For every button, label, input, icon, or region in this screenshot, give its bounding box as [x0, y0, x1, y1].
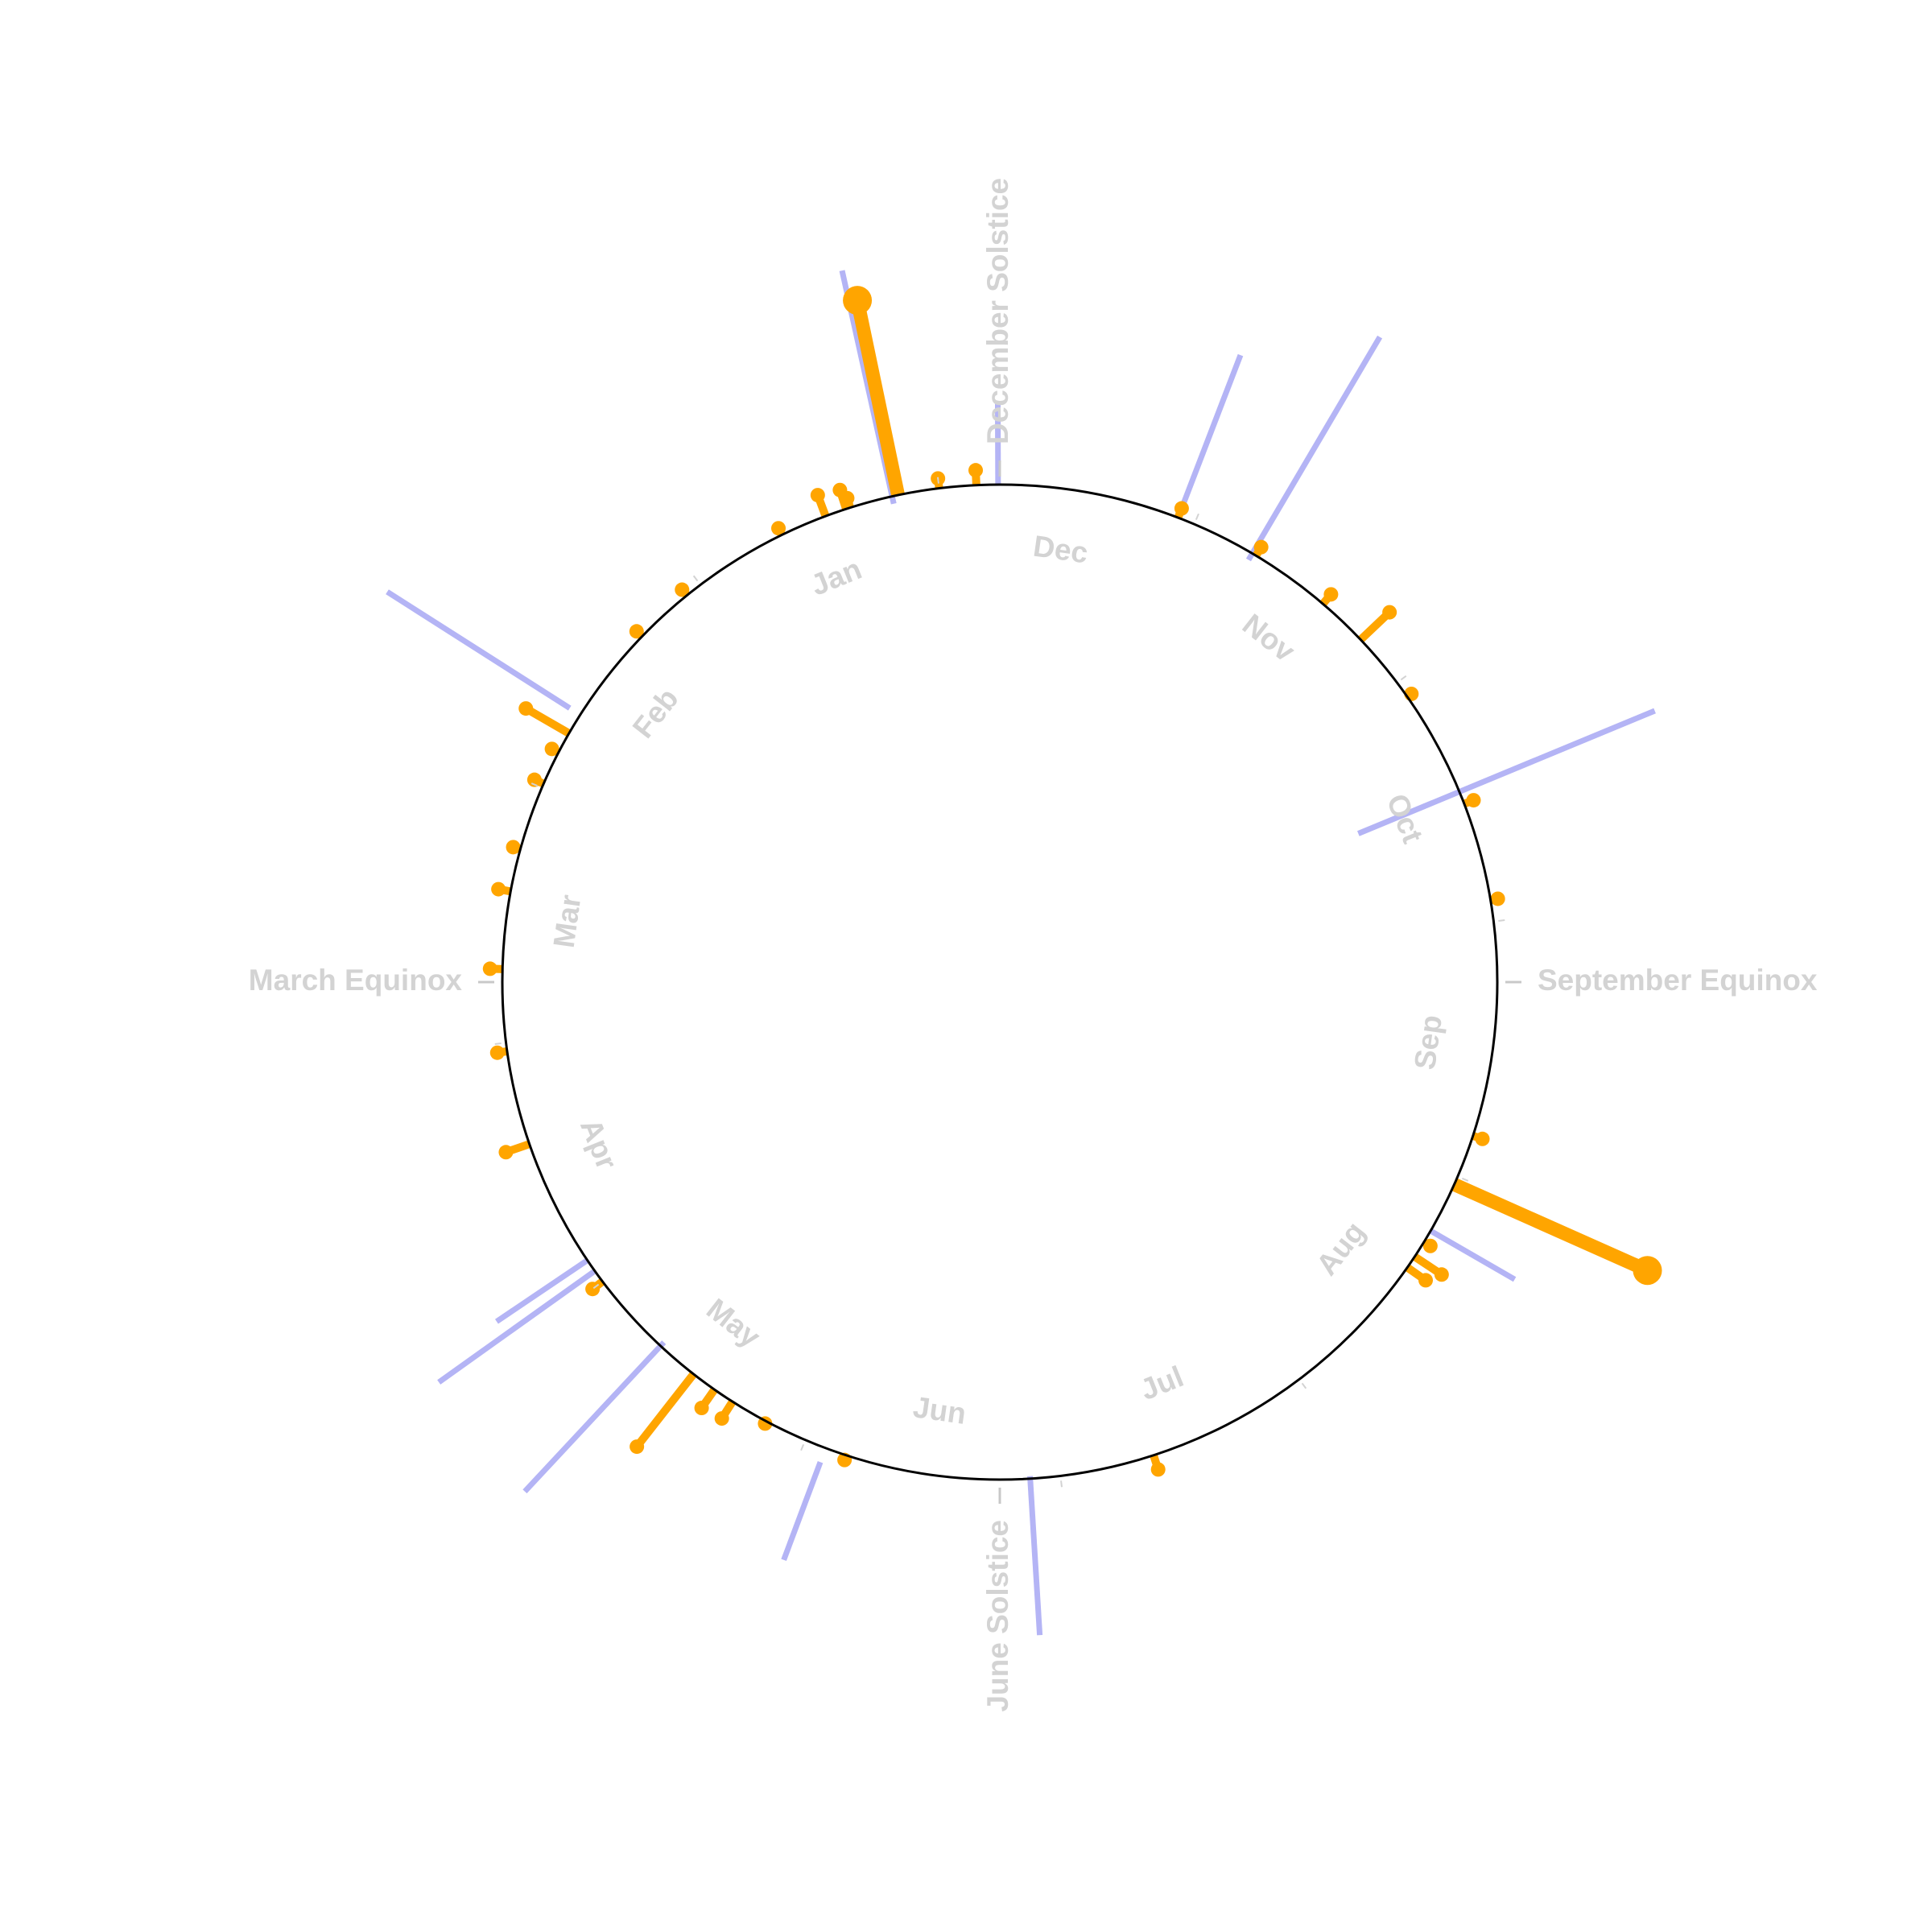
- event-dot-2: [843, 286, 873, 316]
- event-dot-13: [491, 881, 506, 897]
- event-dot-8: [629, 624, 644, 639]
- event-dot-24: [1418, 1273, 1434, 1288]
- event-dot-28: [1475, 1131, 1490, 1146]
- blue-line-6: [781, 1461, 824, 1562]
- event-dot-7: [675, 582, 690, 597]
- month-label-jun: Jun: [911, 1390, 968, 1430]
- season-label-1: March Equinox: [249, 964, 463, 997]
- event-dot-33: [1323, 587, 1339, 602]
- month-tick-4: [592, 1283, 600, 1290]
- blue-line-4: [437, 1269, 597, 1385]
- season-label-0: December Solstice: [981, 178, 1014, 444]
- blue-line-2: [386, 589, 572, 711]
- month-label-feb: Feb: [626, 682, 685, 744]
- month-label-mar: Mar: [547, 893, 588, 950]
- tick-layer: [478, 460, 1521, 1504]
- event-dot-5: [810, 488, 825, 503]
- event-dot-19: [694, 1401, 709, 1416]
- event-dot-26: [1422, 1238, 1438, 1253]
- event-dot-9: [518, 701, 534, 716]
- season-label-3: September Equinox: [1538, 964, 1818, 997]
- event-dot-27: [1633, 1256, 1662, 1286]
- month-label-oct: Oct: [1381, 789, 1430, 848]
- month-tick-10: [1400, 675, 1407, 681]
- season-label-2: June Solstice: [981, 1520, 1014, 1712]
- event-dot-4: [832, 482, 848, 497]
- event-dot-34: [1253, 539, 1269, 555]
- month-tick-2: [530, 782, 538, 787]
- event-stem-2: [850, 299, 905, 497]
- month-label-dec: Dec: [1031, 530, 1090, 570]
- event-layer: [482, 286, 1662, 1477]
- blue-line-layer: [386, 270, 1656, 1636]
- month-label-jan: Jan: [806, 552, 865, 602]
- event-stem-27: [1451, 1178, 1650, 1277]
- month-tick-6: [1060, 1480, 1063, 1488]
- event-dot-20: [714, 1411, 729, 1426]
- month-tick-8: [1462, 1177, 1469, 1182]
- event-dot-23: [1150, 1462, 1166, 1477]
- month-tick-5: [800, 1444, 805, 1451]
- event-dot-12: [506, 840, 521, 855]
- circle-layer: [501, 483, 1499, 1481]
- month-label-nov: Nov: [1236, 608, 1302, 669]
- month-tick-7: [1301, 1382, 1307, 1389]
- month-label-sep: Sep: [1408, 1013, 1448, 1071]
- event-dot-32: [1382, 605, 1397, 620]
- blue-line-9: [1429, 1228, 1517, 1282]
- event-dot-16: [498, 1145, 514, 1160]
- month-label-jul: Jul: [1136, 1360, 1188, 1406]
- month-tick-9: [1498, 919, 1505, 922]
- event-dot-35: [1174, 501, 1189, 516]
- event-stem-9: [523, 704, 572, 737]
- event-dot-29: [1490, 891, 1505, 906]
- month-label-aug: Aug: [1310, 1216, 1372, 1282]
- event-dot-10: [544, 741, 559, 757]
- blue-line-5: [522, 1340, 667, 1494]
- month-label-apr: Apr: [574, 1114, 624, 1174]
- blue-line-3: [494, 1257, 589, 1324]
- event-dot-0: [968, 463, 984, 478]
- month-tick-3: [494, 1042, 502, 1046]
- event-dot-30: [1466, 793, 1481, 808]
- month-tick-11: [1195, 513, 1199, 520]
- month-tick-0: [936, 477, 939, 484]
- event-dot-18: [630, 1439, 645, 1455]
- blue-line-7: [1027, 1476, 1043, 1636]
- event-dot-14: [482, 961, 497, 976]
- blue-line-11: [1178, 353, 1244, 512]
- event-dot-6: [771, 521, 786, 536]
- main-circle: [501, 483, 1499, 1481]
- blue-line-8: [1357, 708, 1656, 836]
- event-dot-15: [489, 1045, 505, 1060]
- event-dot-11: [526, 772, 542, 787]
- event-dot-25: [1434, 1267, 1449, 1282]
- month-tick-1: [692, 575, 699, 582]
- month-label-may: May: [700, 1292, 766, 1354]
- blue-line-10: [1245, 335, 1383, 562]
- event-dot-17: [585, 1282, 601, 1297]
- event-stem-18: [634, 1371, 697, 1450]
